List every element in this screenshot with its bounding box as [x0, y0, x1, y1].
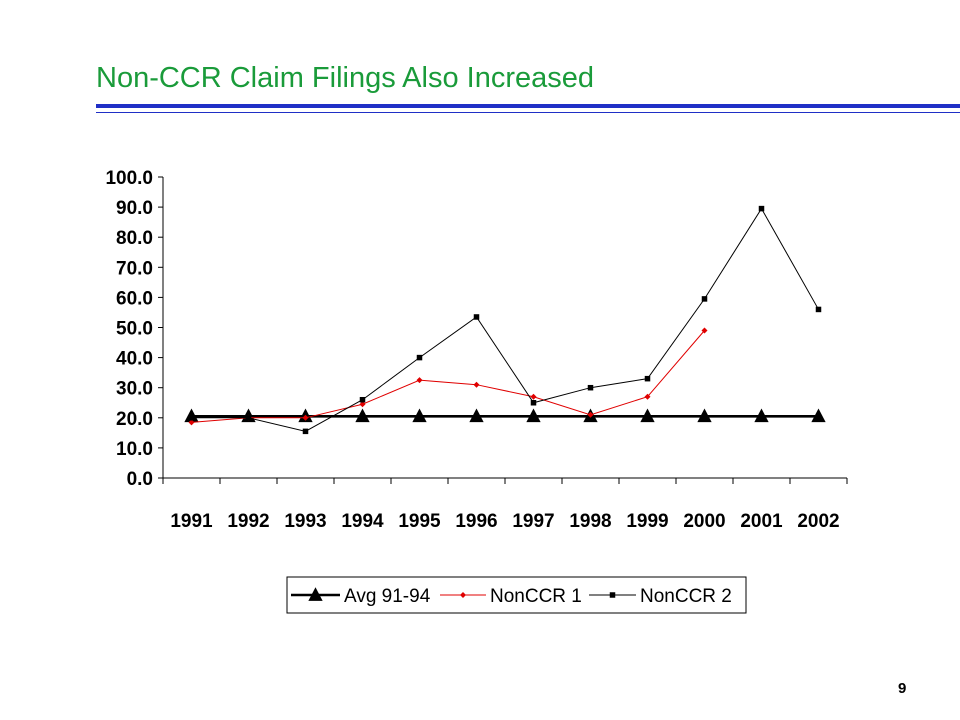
series-2-point: [587, 411, 594, 418]
series-1-point: [697, 408, 712, 423]
y-tick-label: 70.0: [116, 258, 153, 279]
series-1-point: [754, 408, 769, 423]
y-tick-label: 90.0: [116, 198, 153, 219]
series-3-point: [701, 296, 708, 302]
title-rule-thin: [96, 112, 960, 113]
x-tick-label: 2002: [797, 511, 839, 532]
y-tick-label: 100.0: [105, 168, 153, 189]
y-tick-label: 10.0: [116, 439, 153, 460]
series-1-point: [469, 408, 484, 423]
slide-title: Non-CCR Claim Filings Also Increased: [96, 62, 594, 94]
series-3-point: [359, 396, 366, 403]
series-1-point: [355, 408, 370, 423]
x-tick-label: 2001: [740, 511, 783, 532]
y-tick-label: 80.0: [116, 228, 153, 249]
series-2-point: [473, 381, 480, 388]
x-tick-label: 2000: [683, 511, 725, 532]
y-tick-label: 40.0: [116, 349, 153, 370]
series-1-point: [526, 408, 541, 423]
x-tick-label: 1997: [512, 511, 554, 532]
page-number: 9: [898, 680, 907, 697]
series-2-point: [302, 414, 309, 421]
legend-swatch-marker: [609, 592, 616, 598]
x-tick-label: 1999: [626, 511, 668, 532]
title-rule-thick: [96, 104, 960, 108]
series-2-point: [359, 401, 366, 408]
x-tick-label: 1996: [455, 511, 497, 532]
x-tick-label: 1992: [227, 511, 269, 532]
legend-label: NonCCR 1: [490, 586, 582, 607]
series-2-point: [416, 377, 423, 384]
series-2-point: [188, 419, 195, 426]
series-1-point: [412, 408, 427, 423]
x-tick-label: 1998: [569, 511, 611, 532]
legend-swatch-marker: [308, 587, 323, 601]
legend-swatch-marker: [460, 592, 466, 598]
series-3-point: [473, 314, 480, 320]
y-tick-label: 50.0: [116, 319, 153, 340]
y-tick-label: 0.0: [127, 469, 153, 490]
series-2-point: [530, 393, 537, 400]
x-tick-label: 1993: [284, 511, 326, 532]
series-3-point: [758, 205, 765, 212]
y-tick-label: 60.0: [116, 288, 153, 309]
series-2-point: [701, 327, 708, 334]
series-3-point: [302, 428, 309, 435]
legend-label: NonCCR 2: [640, 586, 732, 607]
series-3-point: [530, 400, 537, 406]
legend-box: [286, 576, 747, 614]
legend-label: Avg 91-94: [344, 586, 431, 607]
series-3-point: [416, 354, 423, 361]
series-3-point: [188, 415, 195, 421]
x-tick-label: 1991: [170, 511, 213, 532]
x-tick-label: 1994: [341, 511, 384, 532]
x-tick-label: 1995: [398, 511, 441, 532]
y-tick-label: 30.0: [116, 379, 153, 400]
series-2-point: [644, 393, 651, 400]
series-line-2: [191, 330, 705, 423]
y-tick-label: 20.0: [116, 409, 153, 430]
series-line-3: [191, 207, 819, 432]
series-3-point: [587, 384, 594, 391]
series-3-point: [245, 415, 252, 421]
series-1-point: [811, 408, 826, 423]
series-3-point: [644, 375, 651, 382]
series-1-point: [640, 408, 655, 423]
series-3-point: [815, 306, 822, 313]
